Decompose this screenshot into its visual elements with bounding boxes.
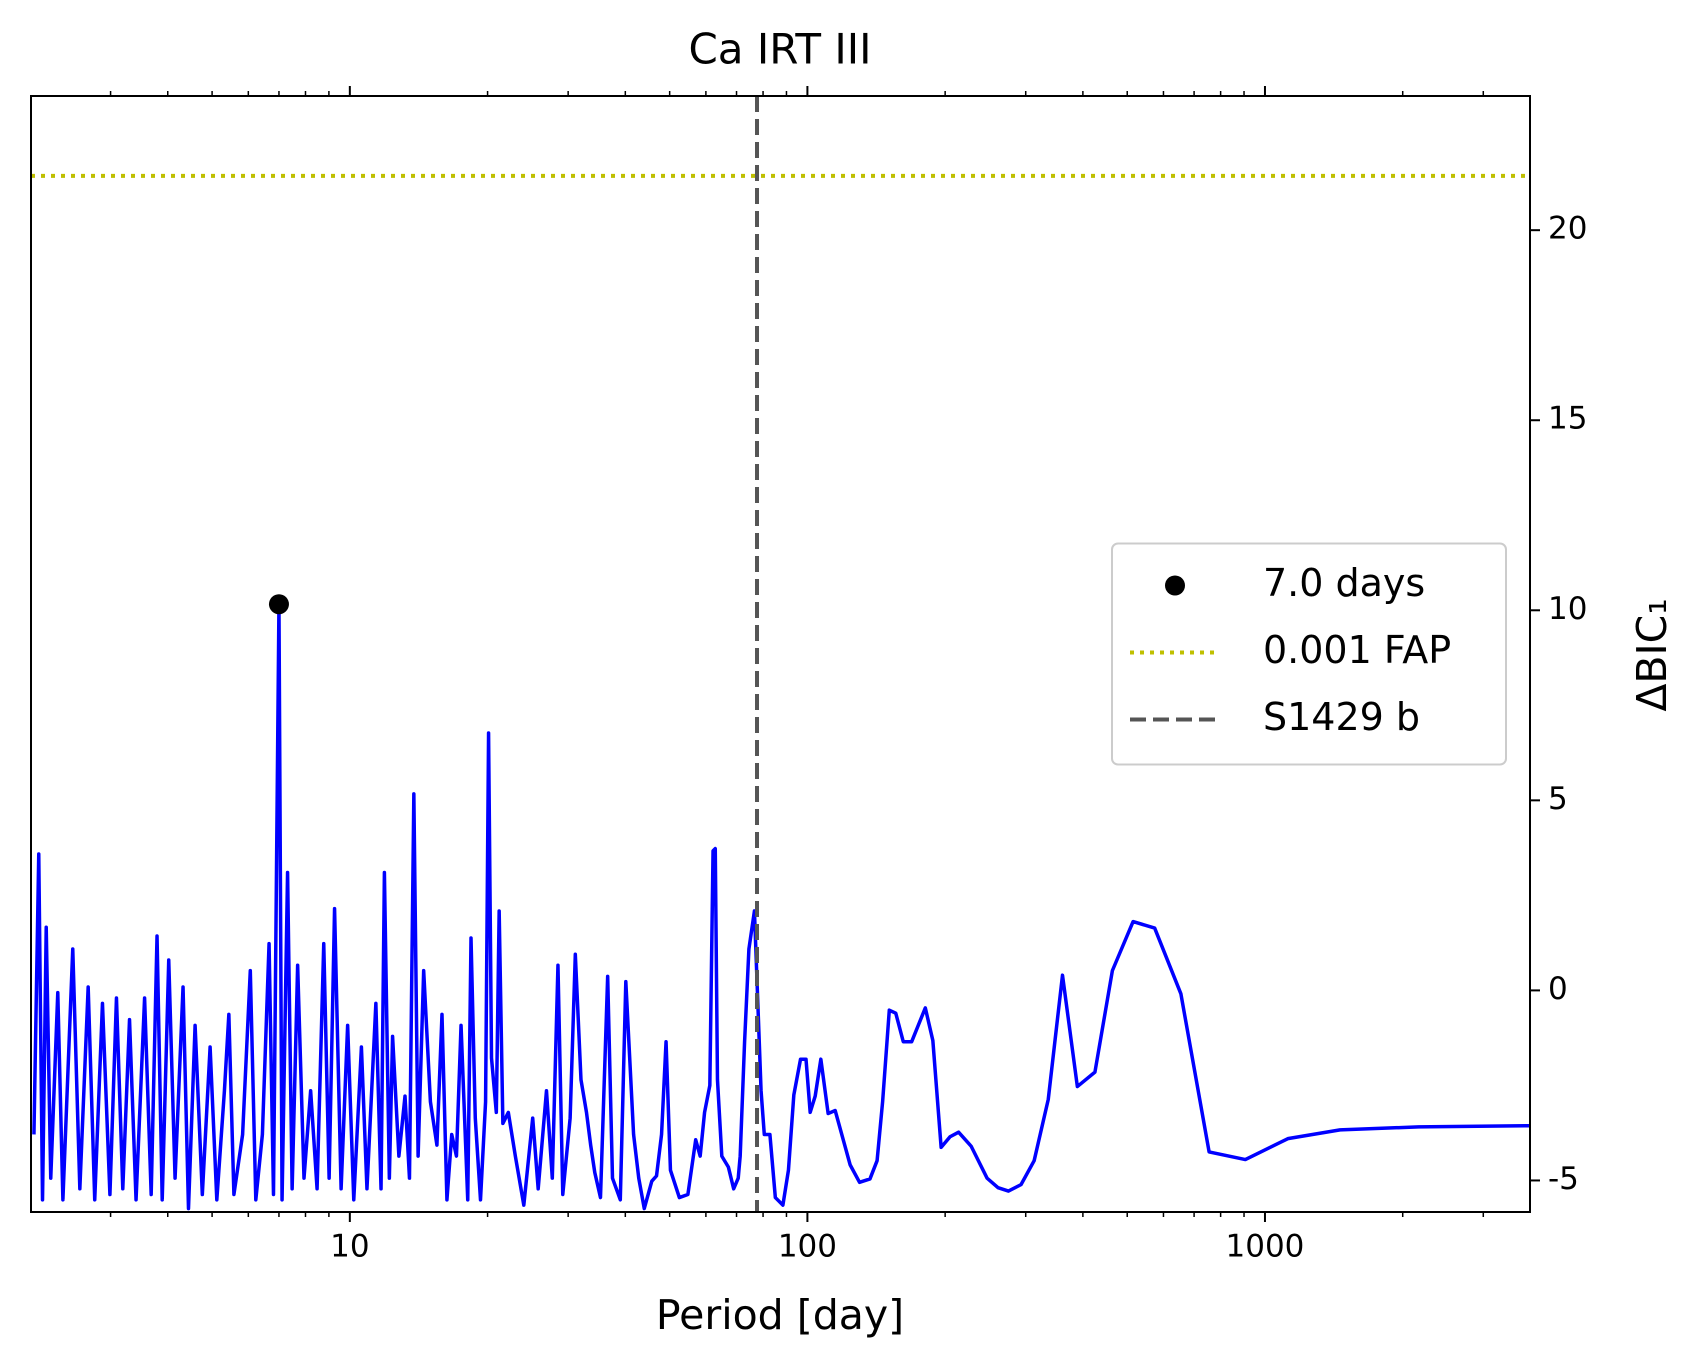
x-axis-label: Period [day] <box>656 1291 904 1339</box>
legend-label: S1429 b <box>1263 695 1420 739</box>
data-line <box>32 602 1530 1211</box>
y-tick-label: 10 <box>1548 591 1587 627</box>
x-tick-label: 1000 <box>1226 1229 1305 1265</box>
peak-point <box>268 594 289 615</box>
legend: 7.0 days 0.001 FAP S1429 b <box>1111 542 1507 766</box>
y-tick-label: 5 <box>1548 781 1568 817</box>
y-tick-label: 15 <box>1548 401 1587 437</box>
x-tick-label: 100 <box>778 1229 837 1265</box>
plot-area <box>31 96 1530 1212</box>
legend-box <box>1111 542 1507 766</box>
legend-label: 7.0 days <box>1263 561 1425 605</box>
plot-frame <box>30 95 1531 1213</box>
x-tick-label: 10 <box>330 1229 369 1265</box>
y-tick-label: 20 <box>1548 211 1587 247</box>
chart-title: Ca IRT III <box>688 25 871 74</box>
y-axis-label: ΔBIC₁ <box>1628 598 1676 711</box>
legend-label: 0.001 FAP <box>1263 628 1451 672</box>
legend-marker <box>1165 575 1185 596</box>
y-tick-label: -5 <box>1548 1161 1579 1197</box>
y-tick-label: 0 <box>1548 971 1568 1007</box>
